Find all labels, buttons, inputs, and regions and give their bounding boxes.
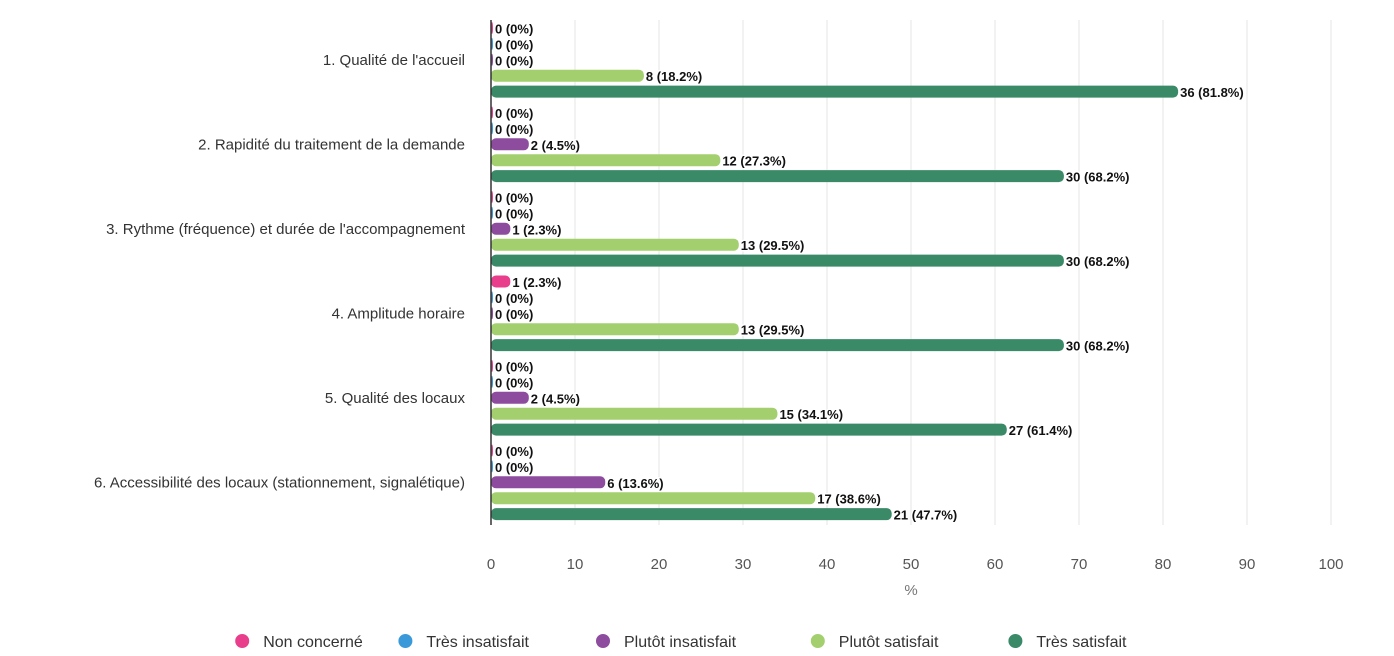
legend: Non concerné Très insatisfait Plutôt insat…	[235, 634, 1127, 651]
bar	[491, 69, 644, 82]
bar	[491, 275, 511, 288]
data-label: 12 (27.3%)	[722, 154, 786, 169]
data-label: 13 (29.5%)	[741, 238, 805, 253]
grid-lines	[574, 20, 1332, 525]
bar	[491, 423, 1007, 436]
category-label: 4. Amplitude horaire	[332, 305, 465, 322]
data-label: 0 (0%)	[495, 191, 533, 206]
data-label: 2 (4.5%)	[531, 138, 580, 153]
data-label: 0 (0%)	[495, 375, 533, 390]
bar	[491, 238, 739, 251]
x-tick-label: 30	[735, 556, 752, 573]
bar	[491, 476, 606, 489]
x-axis-title: %	[904, 582, 917, 599]
legend-marker	[1008, 634, 1023, 648]
x-tick-label: 0	[487, 556, 495, 573]
data-label: 0 (0%)	[495, 444, 533, 459]
data-label: 6 (13.6%)	[607, 476, 663, 491]
legend-label: Plutôt satisfait	[839, 634, 939, 651]
bar	[491, 323, 739, 336]
category-label: 6. Accessibilité des locaux (stationneme…	[94, 474, 465, 491]
x-tick-label: 90	[1239, 556, 1256, 573]
bar	[491, 391, 529, 404]
x-axis-ticks: 0 10 20 30 40 50 60 70 80 90 100	[487, 556, 1344, 573]
bar	[491, 254, 1064, 267]
category-label: 3. Rythme (fréquence) et durée de l'acco…	[106, 221, 466, 238]
data-label: 0 (0%)	[495, 122, 533, 137]
legend-marker	[398, 634, 413, 648]
data-label: 27 (61.4%)	[1009, 423, 1073, 438]
bar	[491, 407, 778, 420]
bars	[491, 22, 1179, 521]
legend-label: Très satisfait	[1036, 634, 1127, 651]
bar	[491, 492, 816, 505]
bar	[491, 339, 1064, 352]
legend-label: Très insatisfait	[426, 634, 529, 651]
bar	[491, 508, 892, 521]
bar	[491, 154, 721, 167]
category-labels: 1. Qualité de l'accueil 2. Rapidité du tr…	[94, 52, 466, 491]
bar	[491, 85, 1179, 98]
category-label: 2. Rapidité du traitement de la demande	[198, 136, 465, 153]
data-label: 0 (0%)	[495, 206, 533, 221]
data-label: 0 (0%)	[495, 360, 533, 375]
data-label: 8 (18.2%)	[646, 69, 702, 84]
x-tick-label: 60	[987, 556, 1004, 573]
bar	[491, 170, 1064, 183]
x-tick-label: 50	[903, 556, 920, 573]
data-label: 30 (68.2%)	[1066, 170, 1130, 185]
data-label: 0 (0%)	[495, 460, 533, 475]
x-tick-label: 10	[567, 556, 584, 573]
bar	[491, 222, 511, 235]
x-tick-label: 80	[1155, 556, 1172, 573]
category-label: 5. Qualité des locaux	[325, 390, 466, 407]
data-label: 36 (81.8%)	[1180, 85, 1244, 100]
data-label: 0 (0%)	[495, 291, 533, 306]
data-label: 13 (29.5%)	[741, 323, 805, 338]
data-label: 15 (34.1%)	[779, 407, 843, 422]
data-label: 1 (2.3%)	[512, 222, 561, 237]
data-label: 30 (68.2%)	[1066, 254, 1130, 269]
category-label: 1. Qualité de l'accueil	[323, 52, 465, 69]
data-label: 21 (47.7%)	[894, 508, 958, 523]
legend-label: Non concerné	[263, 634, 363, 651]
x-tick-label: 20	[651, 556, 668, 573]
data-label: 1 (2.3%)	[512, 275, 561, 290]
legend-marker	[810, 634, 825, 648]
x-tick-label: 100	[1318, 556, 1343, 573]
data-labels: 0 (0%)0 (0%)0 (0%)8 (18.2%)36 (81.8%)0 (…	[494, 20, 1246, 524]
legend-marker	[596, 634, 610, 648]
bar	[491, 138, 529, 151]
x-tick-label: 40	[819, 556, 836, 573]
data-label: 17 (38.6%)	[817, 492, 881, 507]
legend-label: Plutôt insatisfait	[624, 634, 737, 651]
data-label: 2 (4.5%)	[531, 391, 580, 406]
data-label: 0 (0%)	[495, 106, 533, 121]
data-label: 30 (68.2%)	[1066, 339, 1130, 354]
data-label: 0 (0%)	[495, 307, 533, 322]
data-label: 0 (0%)	[495, 37, 533, 52]
data-label: 0 (0%)	[495, 22, 533, 37]
legend-marker	[235, 634, 250, 648]
data-label: 0 (0%)	[495, 53, 533, 68]
x-tick-label: 70	[1071, 556, 1088, 573]
